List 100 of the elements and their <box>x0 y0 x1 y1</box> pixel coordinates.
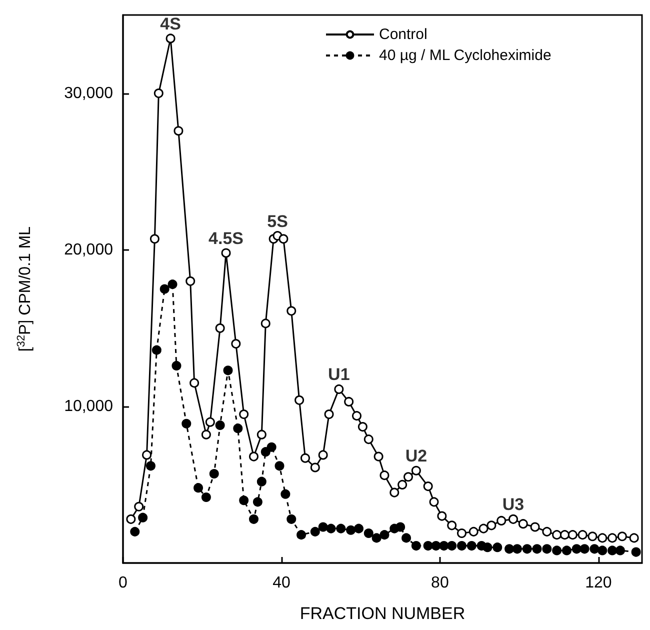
point <box>249 452 258 462</box>
x-tick-label: 80 <box>431 574 449 592</box>
point <box>631 547 641 557</box>
point <box>431 541 441 551</box>
annotation: 5S <box>267 212 288 231</box>
point <box>300 453 310 463</box>
y-tick-label: 30,000 <box>64 84 114 102</box>
point <box>239 410 249 420</box>
point <box>160 284 170 294</box>
point <box>522 544 532 554</box>
point <box>560 530 570 540</box>
annotation: 4S <box>160 14 181 34</box>
point <box>456 528 466 538</box>
point <box>205 417 215 427</box>
point <box>138 512 148 522</box>
point <box>542 544 552 554</box>
point <box>126 514 136 524</box>
point <box>256 476 266 486</box>
point <box>296 530 306 540</box>
point <box>154 88 164 98</box>
point <box>608 533 618 543</box>
point <box>223 366 233 376</box>
point <box>437 511 447 521</box>
point <box>209 469 219 478</box>
point <box>617 532 627 542</box>
point <box>142 450 152 460</box>
x-axis-title: FRACTION NUMBER <box>300 604 466 623</box>
point <box>318 450 328 460</box>
point <box>447 541 457 551</box>
point <box>608 546 618 556</box>
point <box>168 280 178 290</box>
point <box>562 546 572 556</box>
point <box>568 530 578 540</box>
point <box>466 541 476 551</box>
point <box>186 276 196 286</box>
point <box>598 546 608 556</box>
point <box>249 514 258 524</box>
point <box>239 496 249 506</box>
point <box>396 522 406 532</box>
point <box>423 541 433 551</box>
point <box>150 234 160 244</box>
point <box>372 533 382 543</box>
point <box>233 424 243 434</box>
annotation: U1 <box>328 365 350 384</box>
annotation: U2 <box>405 446 428 466</box>
point <box>468 526 478 536</box>
point <box>615 546 625 556</box>
point <box>542 526 552 536</box>
point <box>411 541 421 551</box>
y-tick-label: 10,000 <box>64 398 114 415</box>
point <box>404 472 413 482</box>
point <box>402 533 412 543</box>
point <box>336 524 346 534</box>
point <box>429 497 439 507</box>
point <box>346 525 356 535</box>
point <box>508 514 518 524</box>
point <box>294 395 304 405</box>
point <box>482 542 492 552</box>
point <box>146 461 156 471</box>
point <box>629 533 639 543</box>
point <box>260 318 270 328</box>
point <box>411 466 421 476</box>
point <box>310 526 320 536</box>
point <box>512 544 522 554</box>
point <box>552 530 562 540</box>
point <box>252 497 262 507</box>
x-tick-label: 0 <box>118 574 128 592</box>
y-tick-label: 20,000 <box>64 241 114 258</box>
point <box>182 418 192 428</box>
point <box>492 542 502 552</box>
point <box>364 434 374 444</box>
x-tick-label: 40 <box>272 574 290 592</box>
point <box>215 420 225 430</box>
annotation: 4.5S <box>208 228 244 248</box>
legend-label: 40 µg / ML Cycloheximide <box>379 47 552 64</box>
point <box>266 442 276 452</box>
point <box>439 541 449 551</box>
point <box>166 34 176 44</box>
point <box>598 533 608 543</box>
point <box>221 248 231 258</box>
point <box>518 519 528 529</box>
point <box>486 520 496 530</box>
point <box>530 522 540 532</box>
point <box>310 462 320 472</box>
point <box>201 492 211 502</box>
point <box>364 528 374 538</box>
point <box>194 483 204 493</box>
point <box>190 378 200 388</box>
x-tick-label: 120 <box>585 574 612 592</box>
point <box>423 482 433 492</box>
point <box>134 502 144 512</box>
point <box>324 410 334 420</box>
point <box>374 452 384 462</box>
point <box>390 488 400 498</box>
point <box>174 126 184 136</box>
point <box>352 411 362 421</box>
point <box>286 514 296 524</box>
annotation: U3 <box>502 495 524 514</box>
point <box>532 544 542 554</box>
point <box>398 480 408 490</box>
